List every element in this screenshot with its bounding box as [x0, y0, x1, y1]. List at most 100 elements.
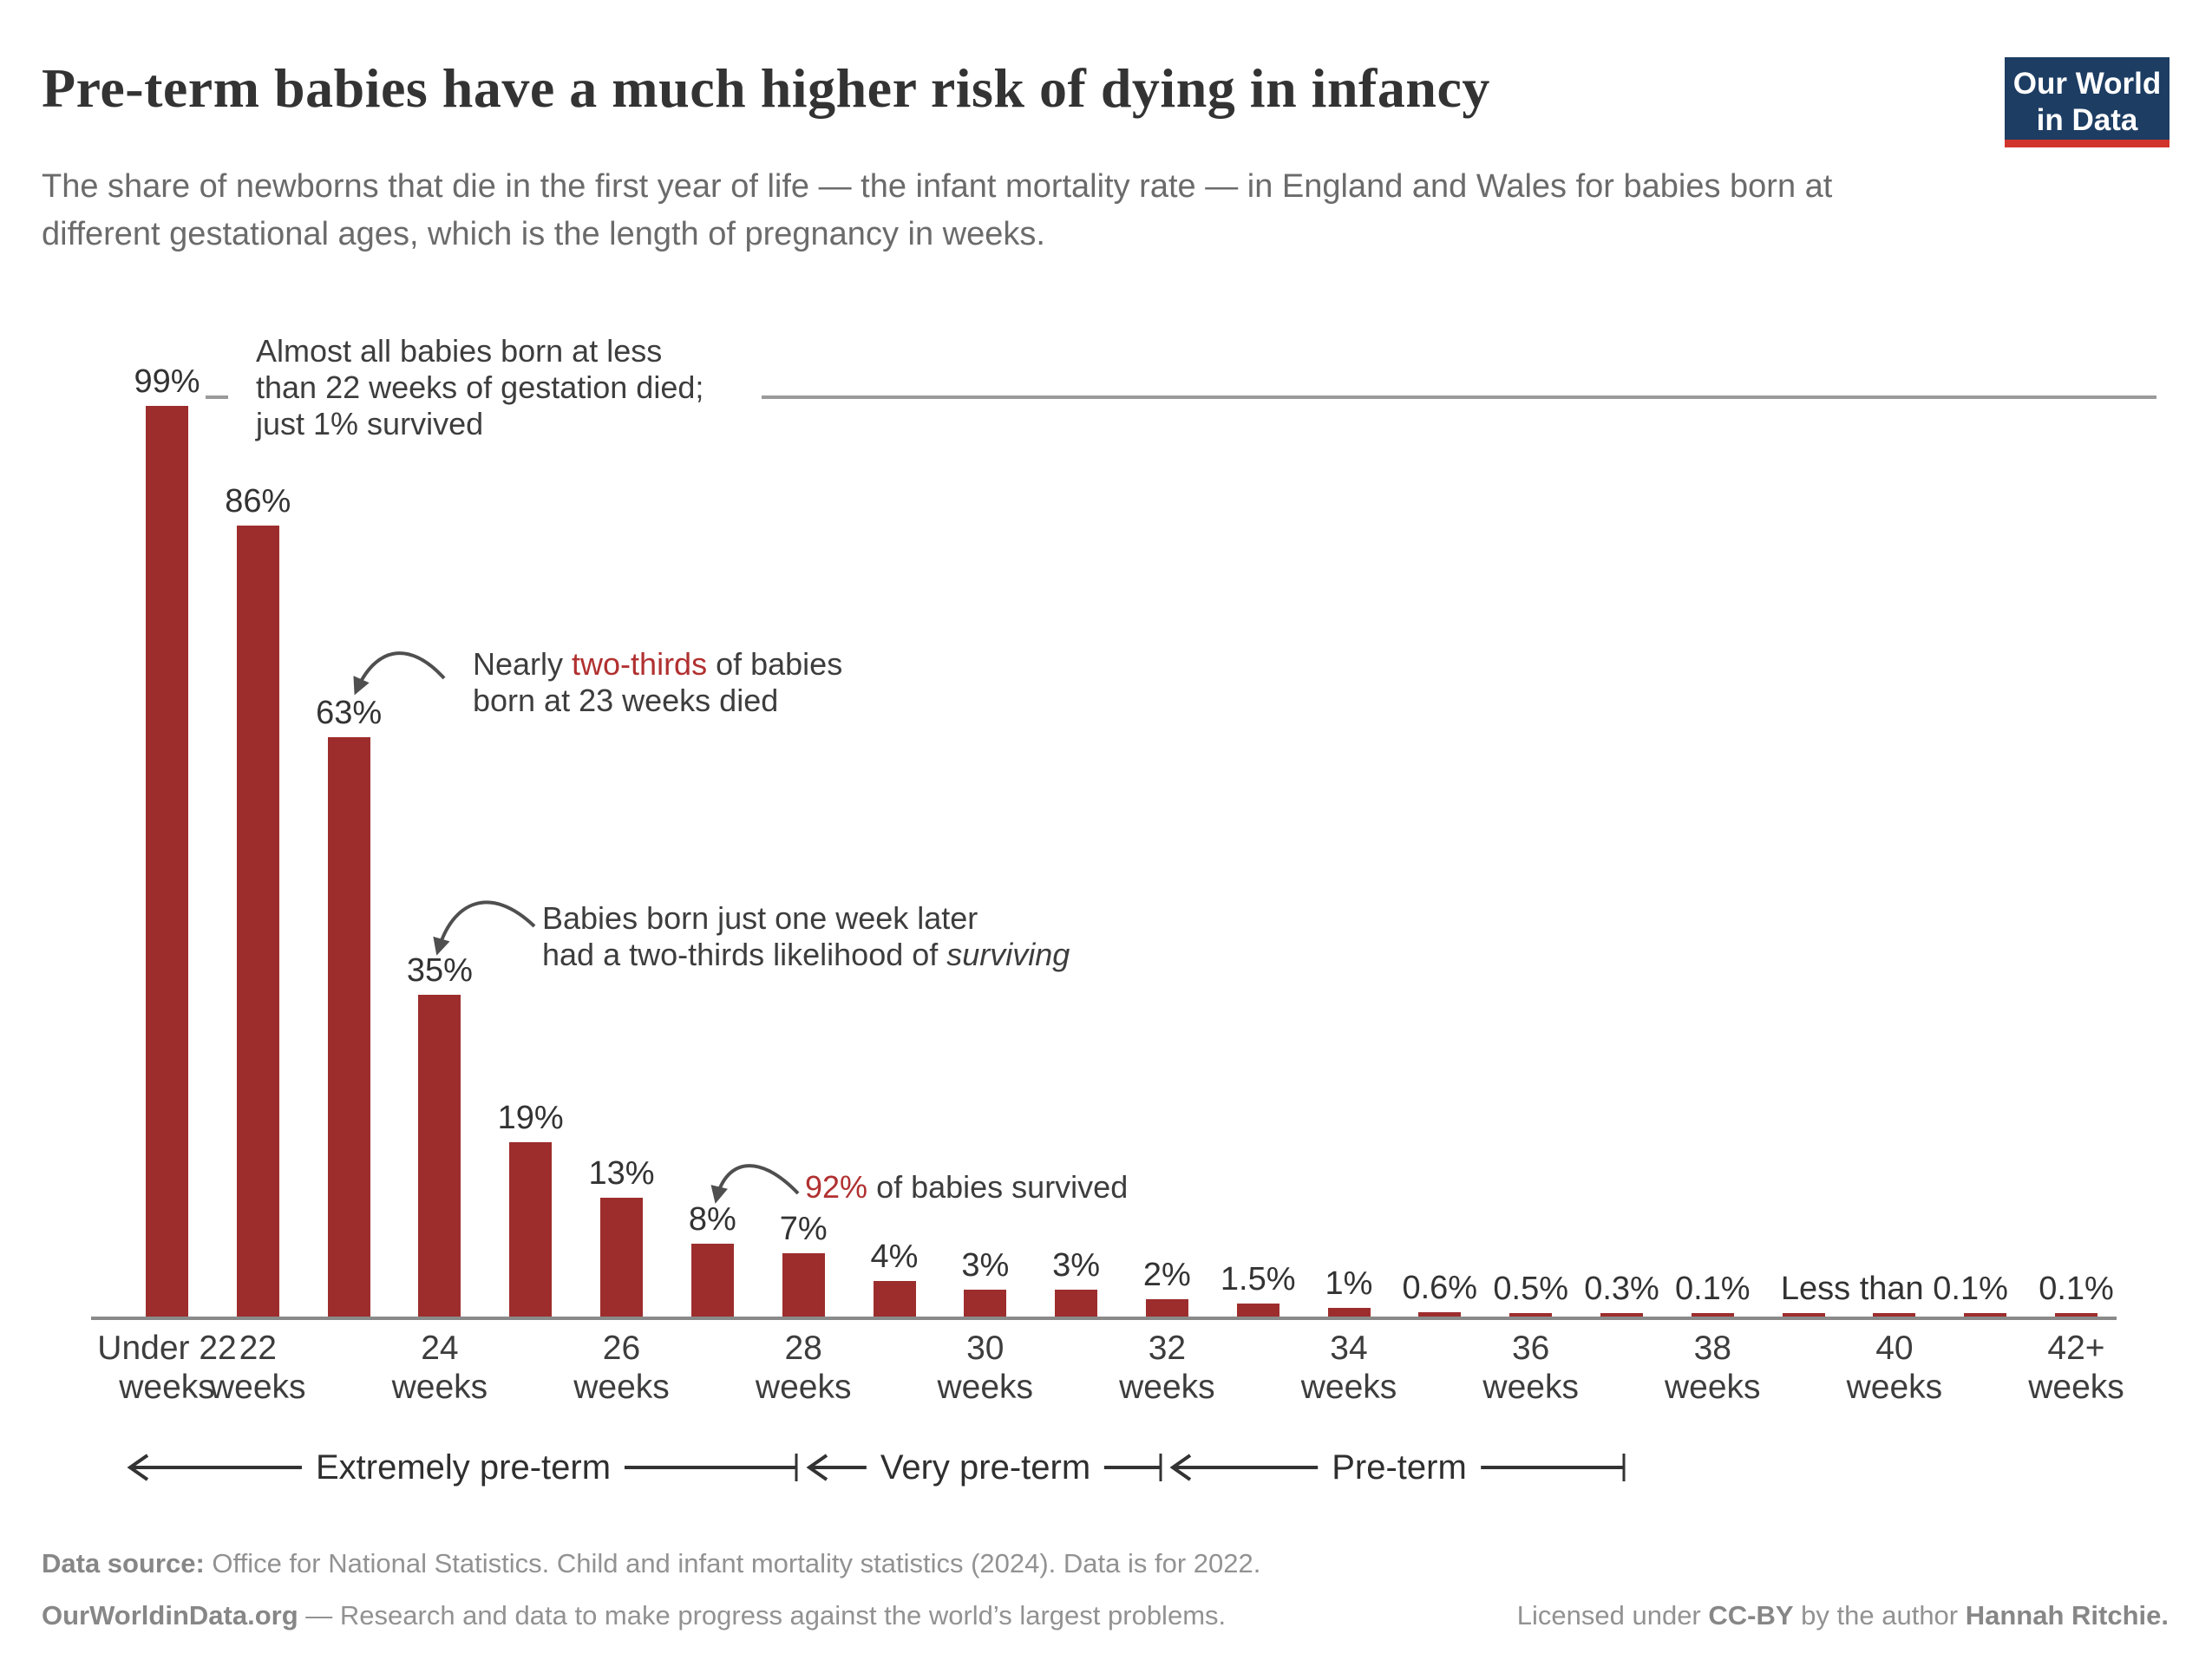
value-label-28-weeks: 7%	[779, 1210, 828, 1247]
value-label-23-weeks: 63%	[316, 694, 383, 731]
annotation-23wk-line2: born at 23 weeks died	[473, 683, 779, 718]
bar-25-weeks[interactable]	[509, 1142, 553, 1317]
arrow-to-63pct	[353, 651, 446, 696]
annotation-23wk-pre: Nearly	[473, 646, 573, 682]
bar-39-weeks[interactable]	[1782, 1313, 1825, 1317]
footer-data-source: Data source: Office for National Statist…	[42, 1548, 1260, 1579]
footer-license-pre: Licensed under	[1516, 1600, 1709, 1631]
x-tick-30-weeks: 30 weeks	[937, 1330, 1034, 1406]
x-tick-26-weeks: 26 weeks	[573, 1330, 670, 1406]
x-tick-22-weeks: 22 weeks	[210, 1330, 306, 1406]
footer-license-cc: CC-BY	[1708, 1600, 1794, 1631]
bar-36-weeks[interactable]	[1509, 1312, 1553, 1317]
bar-41-weeks[interactable]	[1964, 1313, 2007, 1317]
value-label-38-weeks: 0.1%	[1674, 1271, 1751, 1307]
value-label-less-than-0.1pct: Less than 0.1%	[1780, 1271, 2008, 1307]
value-label-30-weeks: 3%	[961, 1247, 1010, 1284]
value-label-34-weeks: 1%	[1325, 1265, 1373, 1303]
x-tick-28-weeks: 28 weeks	[755, 1330, 852, 1406]
bar-26-weeks[interactable]	[600, 1197, 643, 1317]
footer-site-tagline: — Research and data to make progress aga…	[298, 1600, 1227, 1631]
owid-logo: Our World in Data	[2005, 57, 2169, 147]
bar-42+-weeks[interactable]	[2055, 1313, 2097, 1317]
bar-33-weeks[interactable]	[1236, 1304, 1279, 1317]
value-label-29-weeks: 4%	[870, 1238, 919, 1275]
annotation-23wk-post: of babies	[707, 646, 843, 682]
x-tick-42+-weeks: 42+ weeks	[2028, 1330, 2124, 1406]
subtitle-line-2: different gestational ages, which is the…	[42, 216, 1045, 252]
x-tick-36-weeks: 36 weeks	[1482, 1330, 1579, 1406]
bar-31-weeks[interactable]	[1055, 1290, 1098, 1317]
bar-under-22-weeks[interactable]	[146, 405, 188, 1317]
bracket-preterm-arrowhead	[1169, 1454, 1192, 1481]
footer-site-name: OurWorldinData.org	[42, 1600, 298, 1631]
value-label-33-weeks: 1.5%	[1220, 1261, 1296, 1298]
footer-data-source-text: Office for National Statistics. Child an…	[204, 1548, 1261, 1578]
x-tick-38-weeks: 38 weeks	[1665, 1330, 1761, 1406]
value-label-22-weeks: 86%	[225, 482, 291, 520]
value-label-42+-weeks: 0.1%	[2039, 1271, 2114, 1307]
x-tick-40-weeks: 40 weeks	[1846, 1330, 1943, 1406]
arrow-to-35pct	[433, 900, 536, 956]
bar-24-weeks[interactable]	[418, 995, 461, 1317]
annotation-under22-line2: than 22 weeks of gestation died;	[256, 369, 704, 405]
owid-logo-text-line2: in Data	[2036, 103, 2138, 137]
bar-32-weeks[interactable]	[1145, 1298, 1188, 1317]
x-tick-32-weeks: 32 weeks	[1119, 1330, 1215, 1406]
owid-logo-text-line1: Our World	[2012, 67, 2162, 101]
value-label-under-22-weeks: 99%	[134, 363, 200, 400]
annotation-24wk-line1: Babies born just one week later	[542, 900, 978, 936]
x-tick-24-weeks: 24 weeks	[391, 1330, 488, 1406]
bracket-extremely-preterm-arrowhead	[127, 1454, 149, 1481]
footer-license: Licensed under CC-BY by the author Hanna…	[1517, 1600, 2169, 1631]
bar-34-weeks[interactable]	[1327, 1308, 1371, 1317]
annotation-27wk-accent: 92%	[805, 1169, 868, 1205]
bar-30-weeks[interactable]	[964, 1290, 1007, 1317]
chart-subtitle: The share of newborns that die in the fi…	[42, 163, 1832, 258]
annotation-27wk-post: of babies survived	[867, 1169, 1129, 1205]
value-label-24-weeks: 35%	[406, 952, 473, 990]
value-label-32-weeks: 2%	[1142, 1256, 1191, 1293]
annotation-23wk-accent: two-thirds	[572, 646, 708, 682]
bar-23-weeks[interactable]	[327, 736, 370, 1317]
bar-27-weeks[interactable]	[690, 1244, 734, 1317]
annotation-under22-line3: just 1% survived	[256, 406, 484, 441]
footer-data-source-label: Data source:	[42, 1548, 205, 1578]
bracket-label-very-preterm: Very pre-term	[866, 1445, 1105, 1490]
footer-license-author: Hannah Ritchie.	[1965, 1600, 2169, 1631]
value-label-25-weeks: 19%	[497, 1100, 564, 1137]
x-tick-34-weeks: 34 weeks	[1300, 1330, 1397, 1406]
value-label-27-weeks: 8%	[688, 1201, 736, 1238]
footer-license-mid: by the author	[1793, 1600, 1966, 1631]
annotation-24wk-line2-italic: surviving	[946, 937, 1070, 972]
annotation-under-22-weeks: Almost all babies born at less than 22 w…	[256, 333, 704, 442]
footer-site-line: OurWorldinData.org — Research and data t…	[42, 1600, 1226, 1631]
value-label-36-weeks: 0.5%	[1493, 1270, 1568, 1307]
bar-40-weeks[interactable]	[1873, 1313, 1916, 1317]
value-label-35-weeks: 0.6%	[1402, 1269, 1478, 1306]
annotation-24-weeks: Babies born just one week later had a tw…	[542, 900, 1070, 973]
bracket-label-extremely-preterm: Extremely pre-term	[301, 1445, 625, 1490]
value-label-37-weeks: 0.3%	[1584, 1271, 1659, 1307]
bar-22-weeks[interactable]	[236, 525, 279, 1317]
bar-28-weeks[interactable]	[782, 1252, 825, 1317]
arrow-to-8pct	[710, 1164, 800, 1204]
annotation-27-weeks: 92% of babies survived	[805, 1169, 1128, 1206]
bracket-very-preterm-arrowhead	[806, 1454, 828, 1481]
value-label-26-weeks: 13%	[588, 1154, 655, 1192]
bar-38-weeks[interactable]	[1691, 1313, 1734, 1317]
bracket-label-preterm: Pre-term	[1318, 1445, 1481, 1490]
annotation-24wk-line2-pre: had a two-thirds likelihood of	[542, 937, 947, 972]
owid-logo-red-bar	[2005, 140, 2169, 147]
x-axis-line	[91, 1317, 2117, 1320]
bar-29-weeks[interactable]	[873, 1280, 916, 1317]
bar-35-weeks[interactable]	[1418, 1311, 1462, 1317]
bar-37-weeks[interactable]	[1600, 1313, 1643, 1317]
page-title: Pre-term babies have a much higher risk …	[42, 56, 1490, 119]
annotation-23-weeks: Nearly two-thirds of babies born at 23 w…	[473, 646, 842, 719]
annotation-under22-line1: Almost all babies born at less	[256, 333, 663, 369]
x-tick-under-22-weeks: Under 22 weeks	[97, 1330, 237, 1406]
value-label-31-weeks: 3%	[1052, 1247, 1101, 1284]
subtitle-line-1: The share of newborns that die in the fi…	[42, 168, 1833, 205]
